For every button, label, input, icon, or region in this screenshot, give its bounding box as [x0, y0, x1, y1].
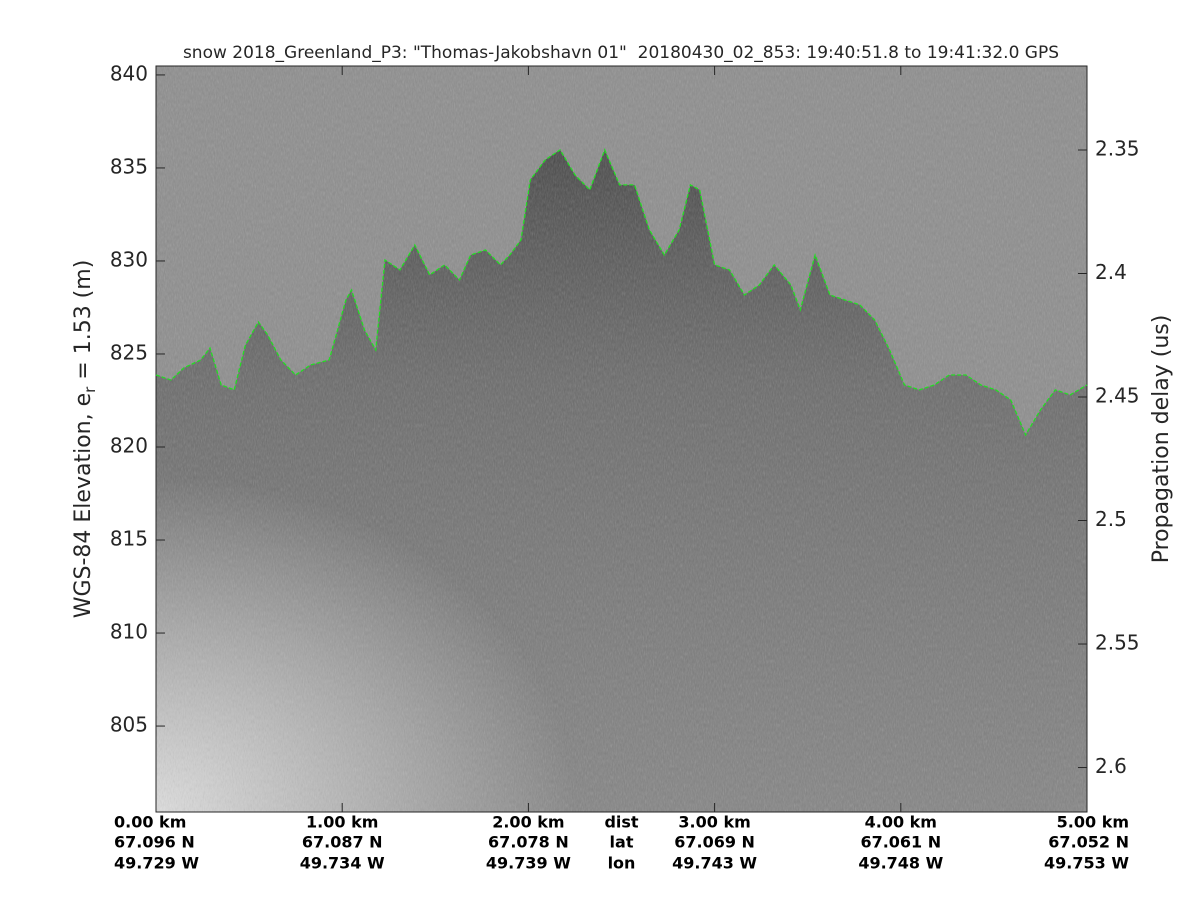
row-label: lon — [608, 854, 636, 873]
y-tick-label: 830 — [110, 247, 148, 271]
y-tick-label: 835 — [110, 154, 148, 178]
lat-label: 67.052 N — [1048, 833, 1129, 852]
y2-tick-label: 2.55 — [1095, 631, 1140, 655]
row-label: dist — [604, 813, 638, 832]
x-tick-label: 2.00 km — [492, 813, 564, 832]
y-axis-label: WGS-84 Elevation, er = 1.53 (m) — [71, 260, 99, 619]
x-tick-label: 5.00 km — [1057, 813, 1129, 832]
y-tick-label: 810 — [110, 620, 148, 644]
chart-title: snow 2018_Greenland_P3: "Thomas-Jakobsha… — [183, 43, 1059, 63]
y2-tick-label: 2.45 — [1095, 384, 1140, 408]
lat-label: 67.069 N — [674, 833, 755, 852]
lat-label: 67.078 N — [488, 833, 569, 852]
noise — [156, 66, 1087, 812]
lon-label: 49.748 W — [858, 854, 943, 873]
lat-label: 67.087 N — [302, 833, 383, 852]
y-label-sub: r — [81, 386, 99, 393]
lon-label: 49.739 W — [486, 854, 571, 873]
lon-label: 49.743 W — [672, 854, 757, 873]
x-tick-label: 3.00 km — [678, 813, 750, 832]
y2-axis-label: Propagation delay (us) — [1149, 315, 1174, 564]
lon-label: 49.729 W — [114, 854, 199, 873]
y-label-main: WGS-84 Elevation, e — [71, 393, 96, 618]
y2-tick-label: 2.5 — [1095, 507, 1127, 531]
y-label-after: = 1.53 (m) — [71, 260, 96, 387]
echogram-image — [156, 66, 1087, 812]
lat-label: 67.061 N — [860, 833, 941, 852]
y-tick-label: 805 — [110, 713, 148, 737]
surface-trace — [155, 148, 1088, 437]
lon-label: 49.753 W — [1044, 854, 1129, 873]
y-tick-label: 820 — [110, 433, 148, 457]
y2-tick-label: 2.6 — [1095, 754, 1127, 778]
lon-label: 49.734 W — [300, 854, 385, 873]
x-tick-label: 0.00 km — [114, 813, 186, 832]
x-tick-label: 4.00 km — [865, 813, 937, 832]
plot-frame — [155, 65, 1088, 813]
y2-tick-label: 2.35 — [1095, 136, 1140, 160]
y-tick-label: 815 — [110, 527, 148, 551]
row-label: lat — [610, 833, 634, 852]
lat-label: 67.096 N — [114, 833, 195, 852]
y2-tick-label: 2.4 — [1095, 260, 1127, 284]
y-tick-label: 840 — [110, 61, 148, 85]
x-tick-label: 1.00 km — [306, 813, 378, 832]
y-tick-label: 825 — [110, 340, 148, 364]
